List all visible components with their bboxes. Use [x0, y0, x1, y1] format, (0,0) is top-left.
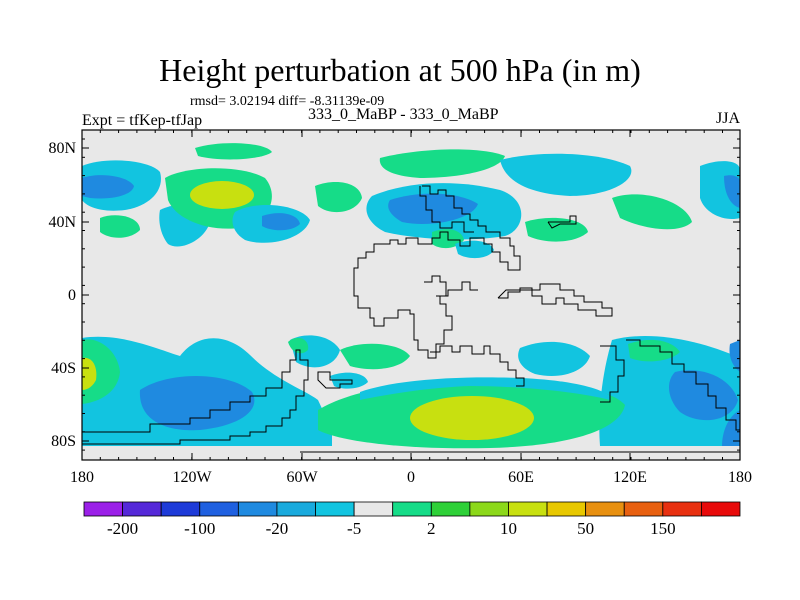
- colorbar-label: 50: [577, 519, 594, 538]
- colorbar-swatch: [160, 501, 201, 517]
- colorbar-swatch: [585, 501, 625, 517]
- contour-blue-a2: [262, 213, 300, 231]
- colorbar-swatch: [237, 501, 278, 517]
- colorbar: [83, 501, 741, 517]
- colorbar-swatch: [508, 501, 548, 517]
- coastline-southeast: [600, 345, 625, 403]
- lat-tick-label: 0: [68, 287, 76, 304]
- colorbar-swatch: [662, 501, 702, 517]
- coastline-japan: [547, 215, 577, 229]
- colorbar-swatch: [623, 501, 664, 517]
- contour-cyan-band: [360, 377, 610, 400]
- lon-tick-label: 120W: [172, 469, 212, 486]
- colorbar-swatch: [276, 501, 316, 517]
- contour-green-b: [195, 143, 272, 160]
- lon-tick-label: 60E: [508, 469, 534, 486]
- coastline-arabia-india: [497, 283, 613, 317]
- contour-field: [82, 143, 740, 449]
- lon-tick-label: 180: [728, 469, 752, 486]
- lat-tick-label: 40S: [51, 360, 76, 377]
- colorbar-swatch: [122, 501, 162, 517]
- experiment-label: Expt = tfKep-tfJap: [82, 112, 203, 129]
- contour-green-c: [100, 215, 140, 238]
- coastline-eurasia-africa: [353, 185, 521, 359]
- colorbar-swatch: [546, 501, 587, 517]
- contour-green-s1: [288, 337, 309, 354]
- lat-tick-label: 80S: [51, 433, 76, 450]
- coastline-east-asia: [419, 186, 474, 233]
- lon-tick-label: 180: [70, 469, 94, 486]
- center-label: 333_0_MaBP - 333_0_MaBP: [308, 106, 499, 123]
- contour-blue-ne: [724, 175, 740, 208]
- colorbar-label: 150: [650, 519, 676, 538]
- colorbar-swatch: [315, 501, 355, 517]
- coastlines: [82, 185, 740, 453]
- coastline-australia: [626, 339, 740, 431]
- lat-tick-label: 80N: [48, 140, 76, 157]
- lat-tick-label: 40N: [48, 214, 76, 231]
- coastline-north-africa: [424, 275, 447, 297]
- colorbar-swatch: [83, 501, 123, 517]
- contour-green-g: [612, 194, 692, 230]
- colorbar-label: 2: [427, 519, 436, 538]
- colorbar-label: -5: [347, 519, 361, 538]
- colorbar-label: -200: [107, 519, 138, 538]
- lon-tick-label: 60W: [286, 469, 318, 486]
- contour-cyan-s5: [722, 410, 740, 446]
- colorbar-swatch: [469, 501, 509, 517]
- axis-ticks: [81, 130, 741, 460]
- season-label: JJA: [716, 110, 741, 127]
- contour-lime-sw: [82, 357, 97, 390]
- contour-blue-se2: [729, 340, 740, 372]
- colorbar-swatch: [392, 501, 432, 517]
- contour-green-e: [379, 149, 505, 178]
- colorbar-label: -100: [184, 519, 215, 538]
- contour-cyan-d: [455, 240, 494, 259]
- colorbar-label: -20: [266, 519, 289, 538]
- colorbar-swatch: [199, 501, 239, 517]
- contour-green-d: [315, 182, 362, 213]
- colorbar-swatch: [353, 501, 394, 517]
- contour-cyan-c: [500, 153, 632, 196]
- stats-label: rmsd= 3.02194 diff= -8.31139e-09: [190, 94, 385, 109]
- lon-tick-label: 0: [407, 469, 415, 486]
- contour-green-s2: [340, 343, 410, 370]
- longitude-labels: 180 120W 60W 0 60E 120E 180: [70, 469, 752, 486]
- contour-cyan-s4: [518, 341, 590, 376]
- colorbar-swatch: [430, 501, 471, 517]
- contour-lime-big: [410, 396, 534, 440]
- contour-blue-b: [388, 193, 478, 224]
- contour-blue-nw: [82, 175, 134, 199]
- colorbar-swatch: [701, 501, 741, 517]
- contour-blue-sw: [139, 375, 255, 431]
- coastline-south-west: [82, 349, 309, 445]
- coastline-south-africa: [430, 345, 525, 387]
- contour-green-se: [628, 339, 680, 362]
- lon-tick-label: 120E: [613, 469, 647, 486]
- latitude-labels: 80N 40N 0 40S 80S: [48, 140, 76, 450]
- contour-lime-a: [190, 181, 254, 209]
- colorbar-labels: -200 -100 -20 -5 2 10 50 150: [107, 519, 676, 538]
- colorbar-label: 10: [500, 519, 517, 538]
- coastline-south-mid: [317, 371, 353, 389]
- map-title: Height perturbation at 500 hPa (in m): [159, 52, 641, 88]
- contour-green-sw: [82, 339, 120, 404]
